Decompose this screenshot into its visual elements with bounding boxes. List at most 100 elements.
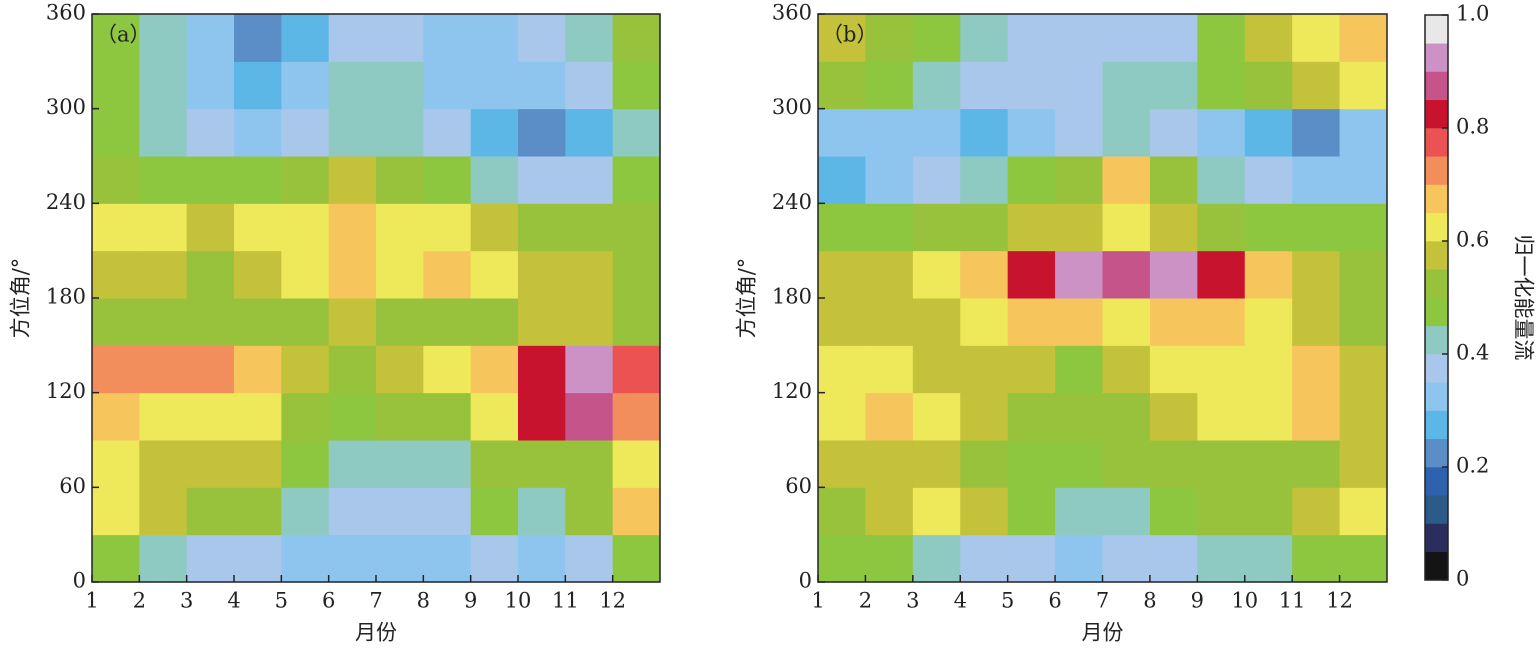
heat-cell bbox=[1197, 487, 1246, 536]
heat-cell bbox=[1149, 14, 1198, 62]
heat-cell bbox=[1197, 345, 1246, 394]
colorbar-block bbox=[1425, 354, 1448, 383]
heat-cell bbox=[470, 392, 519, 441]
colorbar-frame bbox=[1424, 14, 1449, 581]
y-tick-label: 360 bbox=[772, 1, 812, 25]
heat-cell bbox=[565, 392, 614, 441]
heat-cell bbox=[912, 108, 961, 157]
heat-cell bbox=[1149, 392, 1198, 441]
heat-cell bbox=[1055, 203, 1103, 252]
heat-cell bbox=[912, 440, 961, 488]
heat-cell bbox=[865, 14, 914, 62]
colorbar-block bbox=[1425, 212, 1448, 242]
colorbar-block bbox=[1425, 523, 1448, 553]
heat-cell bbox=[565, 440, 614, 488]
heat-cell bbox=[328, 440, 377, 488]
heat-cell bbox=[1244, 487, 1293, 536]
x-tick-label: 5 bbox=[275, 589, 288, 613]
heat-cell bbox=[518, 534, 566, 583]
heat-cell bbox=[234, 487, 282, 536]
heat-cell bbox=[1197, 14, 1246, 62]
heat-cell bbox=[1149, 250, 1198, 299]
heat-cell bbox=[1149, 534, 1198, 583]
heat-cell bbox=[328, 298, 377, 346]
heat-cell bbox=[818, 61, 866, 110]
heat-cell bbox=[612, 392, 661, 441]
heat-cell bbox=[865, 487, 914, 536]
heat-cell bbox=[818, 487, 866, 536]
heat-cell bbox=[1197, 440, 1246, 488]
heat-cell bbox=[1244, 203, 1293, 252]
heat-cell bbox=[1292, 108, 1341, 157]
heat-cell bbox=[139, 108, 188, 157]
heat-cell bbox=[518, 108, 566, 157]
heat-cell bbox=[1102, 440, 1151, 488]
heat-cell bbox=[281, 298, 330, 346]
heat-cell bbox=[1292, 203, 1341, 252]
heat-cell bbox=[186, 156, 235, 204]
heat-cell bbox=[518, 250, 566, 299]
heat-cell bbox=[92, 440, 140, 488]
heat-cell bbox=[1102, 203, 1151, 252]
heat-cell bbox=[1007, 250, 1056, 299]
heat-cell bbox=[281, 203, 330, 252]
heat-cell bbox=[960, 440, 1009, 488]
heat-cell bbox=[1197, 61, 1246, 110]
heat-cell bbox=[376, 108, 424, 157]
heat-cell bbox=[960, 250, 1009, 299]
heat-cell bbox=[1339, 156, 1388, 204]
heat-cell bbox=[423, 534, 472, 583]
heat-cell bbox=[234, 534, 282, 583]
heat-cell bbox=[865, 108, 914, 157]
heat-cell bbox=[92, 250, 140, 299]
heat-cell bbox=[1244, 440, 1293, 488]
x-tick-label: 9 bbox=[1191, 589, 1204, 613]
heat-cell bbox=[565, 487, 614, 536]
colorbar-block bbox=[1425, 71, 1448, 101]
heat-cell bbox=[612, 203, 661, 252]
heat-cell bbox=[1149, 440, 1198, 488]
heat-cell bbox=[1055, 534, 1103, 583]
heat-cell bbox=[1197, 250, 1246, 299]
heat-cell bbox=[376, 14, 424, 62]
heat-cell bbox=[281, 487, 330, 536]
heat-cell bbox=[1197, 392, 1246, 441]
x-tick-label: 6 bbox=[1048, 589, 1061, 613]
heat-cell bbox=[565, 345, 614, 394]
heat-cell bbox=[912, 156, 961, 204]
heat-cell bbox=[1197, 203, 1246, 252]
heat-cell bbox=[960, 487, 1009, 536]
colorbar-block bbox=[1425, 325, 1448, 355]
panel-label: （a） bbox=[96, 23, 151, 47]
heat-cell bbox=[139, 203, 188, 252]
heat-cell bbox=[234, 345, 282, 394]
y-tick-label: 300 bbox=[772, 95, 812, 119]
heat-cell bbox=[1292, 440, 1341, 488]
heat-cell bbox=[470, 108, 519, 157]
heat-cell bbox=[234, 156, 282, 204]
heat-cell bbox=[865, 61, 914, 110]
colorbar-block bbox=[1425, 551, 1448, 581]
heat-cell bbox=[92, 203, 140, 252]
heat-cell bbox=[281, 440, 330, 488]
x-tick-label: 8 bbox=[417, 589, 430, 613]
heat-cell bbox=[376, 298, 424, 346]
heat-cell bbox=[328, 534, 377, 583]
heat-cell bbox=[328, 392, 377, 441]
y-axis-label: 方位角/° bbox=[9, 258, 33, 339]
heat-cell bbox=[1149, 61, 1198, 110]
heat-cell bbox=[423, 14, 472, 62]
heat-cell bbox=[1197, 298, 1246, 346]
colorbar-tick-label: 0.2 bbox=[1456, 454, 1489, 478]
heat-cell bbox=[328, 487, 377, 536]
heat-cell bbox=[1149, 298, 1198, 346]
heat-cell bbox=[1292, 14, 1341, 62]
colorbar-tick-label: 1.0 bbox=[1456, 2, 1489, 26]
heat-cell bbox=[423, 487, 472, 536]
heat-cell bbox=[1197, 108, 1246, 157]
heat-cell bbox=[818, 108, 866, 157]
heat-cell bbox=[1149, 108, 1198, 157]
heat-cell bbox=[518, 392, 566, 441]
heat-cell bbox=[1055, 392, 1103, 441]
heat-cell bbox=[234, 392, 282, 441]
